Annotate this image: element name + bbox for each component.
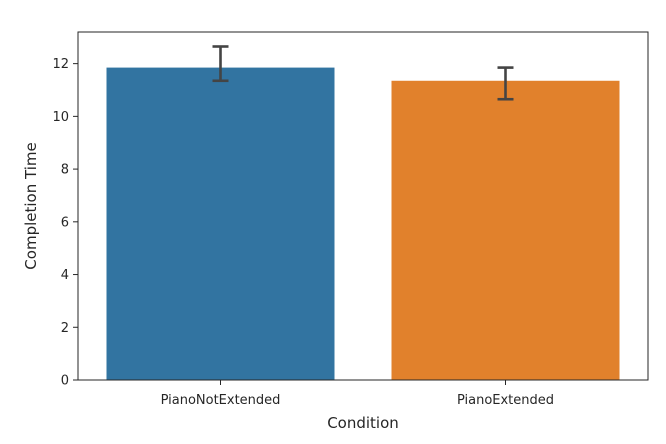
x-tick-label-1: PianoExtended — [457, 393, 554, 408]
ticks-layer: PianoNotExtended PianoExtended 0 2 4 6 8 10 12 — [52, 57, 554, 408]
y-tick-label-5: 10 — [52, 110, 69, 125]
y-axis-title: Completion Time — [22, 142, 40, 269]
y-tick-label-3: 6 — [61, 215, 69, 230]
bar-0 — [106, 67, 335, 380]
x-axis-title: Condition — [327, 414, 399, 432]
bars-layer — [106, 67, 620, 381]
plot-frame — [77, 31, 649, 381]
y-tick-label-0: 0 — [61, 374, 69, 389]
y-tick-label-2: 4 — [61, 268, 69, 283]
axes-layer — [77, 31, 649, 381]
bar-1 — [391, 80, 620, 381]
y-tick-label-1: 2 — [61, 321, 69, 336]
y-tick-label-6: 12 — [52, 57, 69, 72]
x-tick-label-0: PianoNotExtended — [161, 393, 281, 408]
y-tick-label-4: 8 — [61, 163, 69, 178]
errorbars-layer — [212, 45, 514, 101]
